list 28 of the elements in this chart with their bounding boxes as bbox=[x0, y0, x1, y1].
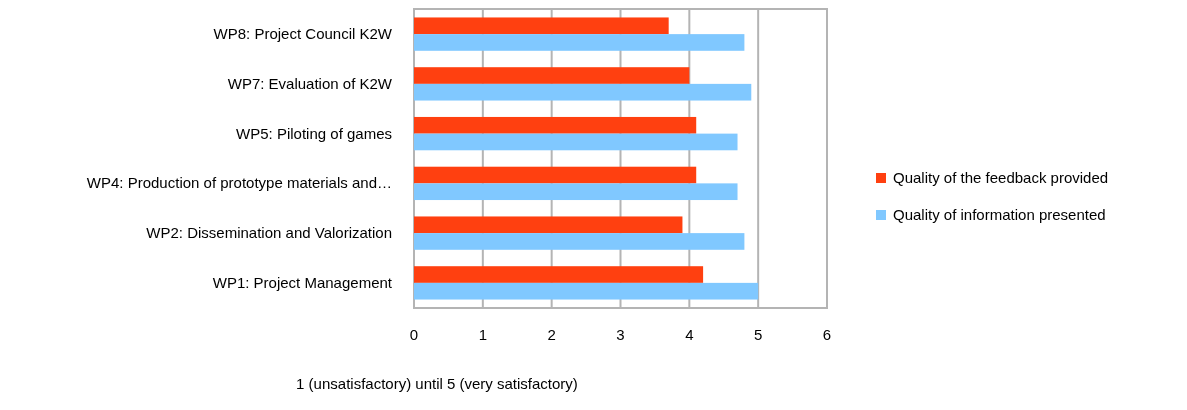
y-tick-label: WP5: Piloting of games bbox=[236, 124, 392, 142]
legend-label: Quality of information presented bbox=[893, 206, 1106, 223]
bar bbox=[414, 166, 697, 184]
bar bbox=[414, 116, 697, 134]
x-tick-label: 6 bbox=[822, 326, 832, 343]
bar bbox=[414, 233, 745, 250]
y-tick-label: WP8: Project Council K2W bbox=[213, 25, 393, 43]
x-tick-label: 0 bbox=[409, 326, 419, 343]
legend-label: Quality of the feedback provided bbox=[893, 169, 1109, 186]
bar bbox=[414, 266, 704, 283]
x-tick-label: 2 bbox=[547, 326, 556, 343]
y-tick-label: WP1: Project Management bbox=[212, 273, 393, 291]
y-tick-label: WP2: Dissemination and Valorization bbox=[146, 224, 392, 242]
x-tick-label: 5 bbox=[753, 326, 763, 343]
bar bbox=[414, 133, 738, 151]
bar bbox=[414, 282, 759, 300]
bar bbox=[414, 34, 745, 51]
bar bbox=[414, 67, 690, 84]
x-axis-title: 1 (unsatisfactory) until 5 (very satisfactory) bbox=[296, 375, 578, 392]
bar bbox=[414, 216, 683, 234]
x-tick-label: 1 bbox=[478, 326, 488, 343]
x-tick-label: 3 bbox=[616, 326, 625, 343]
y-tick-label: WP7: Evaluation of K2W bbox=[227, 74, 393, 92]
x-tick-label: 4 bbox=[685, 326, 694, 343]
bar bbox=[414, 17, 669, 35]
y-tick-label: WP4: Production of prototype materials and… bbox=[86, 174, 392, 192]
bar bbox=[414, 83, 752, 101]
bar bbox=[414, 183, 738, 201]
